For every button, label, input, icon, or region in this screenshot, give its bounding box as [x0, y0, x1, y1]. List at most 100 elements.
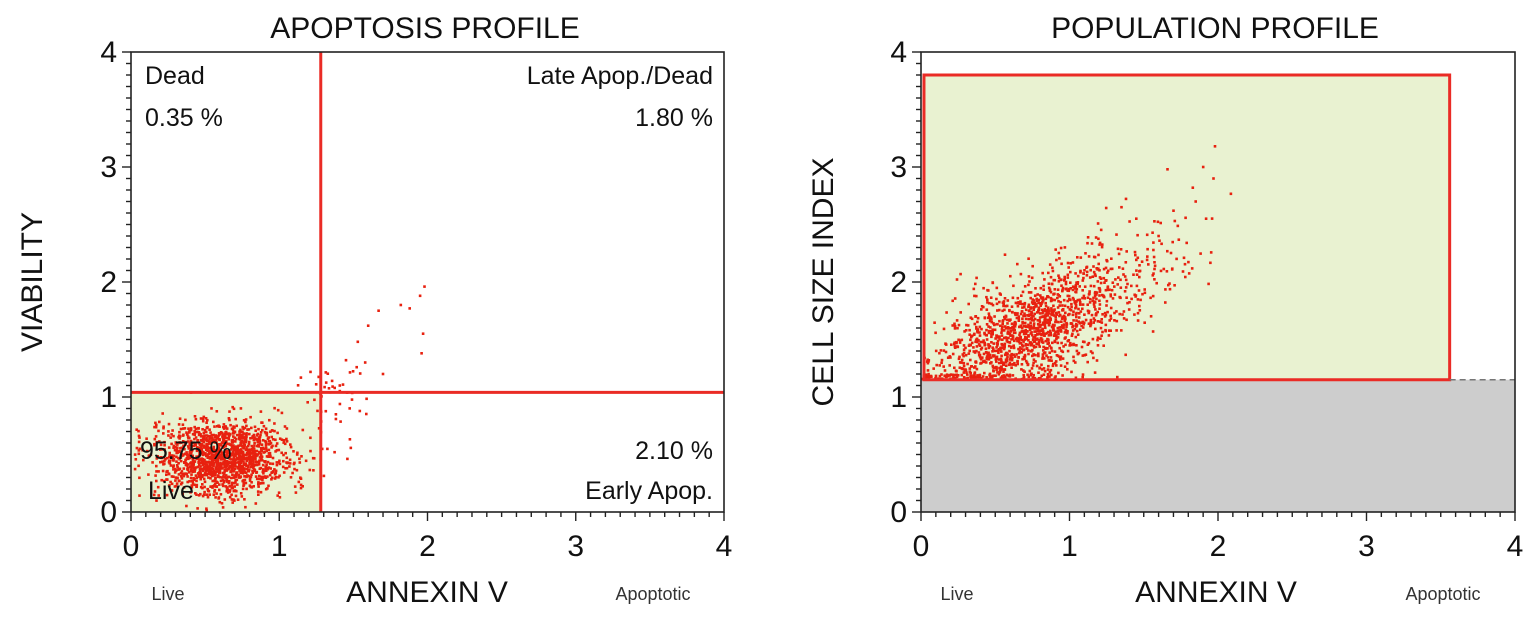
data-point: [1028, 326, 1031, 330]
data-point: [1019, 272, 1023, 276]
data-point: [971, 376, 975, 380]
data-point: [189, 470, 193, 473]
data-point: [1002, 347, 1006, 351]
data-point: [1053, 376, 1057, 380]
data-point: [171, 456, 174, 459]
data-point: [189, 444, 192, 447]
data-point: [1014, 301, 1018, 305]
data-point: [1078, 328, 1082, 331]
data-point: [992, 369, 995, 372]
data-point: [210, 463, 213, 467]
data-point: [945, 311, 948, 314]
data-point: [1130, 297, 1133, 301]
data-point: [1058, 257, 1061, 260]
scatter-points: [921, 145, 1233, 381]
data-point: [242, 462, 246, 466]
data-point: [998, 335, 1001, 339]
data-point: [927, 372, 930, 376]
data-point: [363, 361, 367, 364]
data-point: [1024, 335, 1027, 339]
data-point: [1087, 293, 1091, 296]
data-point: [202, 436, 206, 439]
data-point: [356, 340, 360, 344]
data-point: [1002, 361, 1006, 365]
data-point: [199, 458, 202, 461]
data-point: [205, 507, 208, 510]
data-point: [168, 484, 171, 487]
data-point: [1012, 328, 1015, 332]
data-point: [1027, 291, 1031, 294]
data-point: [202, 431, 206, 435]
data-point: [230, 483, 234, 487]
data-point: [252, 438, 256, 442]
data-point: [282, 453, 285, 457]
data-point: [245, 459, 248, 463]
y-tick-label: 0: [890, 496, 907, 529]
data-point: [179, 459, 183, 463]
data-point: [172, 475, 175, 478]
data-point: [225, 480, 229, 483]
data-point: [265, 455, 269, 458]
data-point: [1001, 376, 1004, 380]
data-point: [942, 327, 946, 331]
data-point: [255, 463, 258, 467]
data-point: [1042, 367, 1046, 370]
data-point: [156, 485, 160, 489]
data-point: [1168, 282, 1171, 285]
data-point: [1035, 342, 1038, 345]
data-point: [1229, 192, 1233, 196]
data-point: [1125, 296, 1128, 299]
data-point: [137, 434, 141, 438]
data-point: [174, 479, 177, 482]
data-point: [1053, 339, 1057, 343]
data-point: [1047, 286, 1051, 290]
data-point: [1003, 336, 1006, 340]
data-point: [955, 278, 959, 281]
data-point: [214, 473, 217, 477]
data-point: [1100, 318, 1103, 321]
data-point: [241, 457, 245, 461]
data-point: [219, 493, 223, 496]
data-point: [925, 376, 928, 379]
data-point: [196, 457, 199, 460]
data-point: [1097, 262, 1100, 266]
data-point: [243, 438, 247, 441]
data-point: [1104, 266, 1108, 270]
data-point: [1018, 349, 1022, 352]
data-point: [1023, 312, 1026, 315]
data-point: [224, 465, 228, 469]
data-point: [1135, 269, 1138, 272]
data-point: [221, 452, 225, 456]
data-point: [1013, 339, 1016, 343]
data-point: [1115, 329, 1118, 332]
data-point: [1088, 301, 1092, 304]
data-point: [245, 487, 248, 491]
data-point: [1044, 313, 1047, 316]
data-point: [1057, 371, 1060, 375]
data-point: [183, 447, 186, 451]
data-point: [1060, 317, 1064, 320]
data-point: [223, 469, 226, 473]
data-point: [258, 474, 261, 478]
data-point: [1104, 206, 1108, 210]
data-point: [1044, 314, 1047, 318]
data-point: [1122, 317, 1126, 320]
data-point: [215, 410, 219, 413]
data-point: [228, 490, 231, 493]
data-point: [236, 433, 239, 437]
data-point: [1114, 278, 1117, 281]
data-point: [1051, 341, 1054, 345]
x-axis-label: ANNEXIN V: [346, 576, 508, 609]
data-point: [1073, 327, 1077, 331]
data-point: [968, 349, 971, 353]
data-point: [193, 483, 196, 487]
data-point: [219, 442, 223, 446]
data-point: [987, 358, 991, 361]
data-point: [1043, 369, 1047, 373]
data-point: [196, 439, 199, 442]
data-point: [1072, 343, 1076, 347]
data-point: [1185, 241, 1188, 245]
data-point: [988, 355, 991, 359]
data-point: [201, 469, 205, 473]
data-point: [1199, 252, 1202, 255]
